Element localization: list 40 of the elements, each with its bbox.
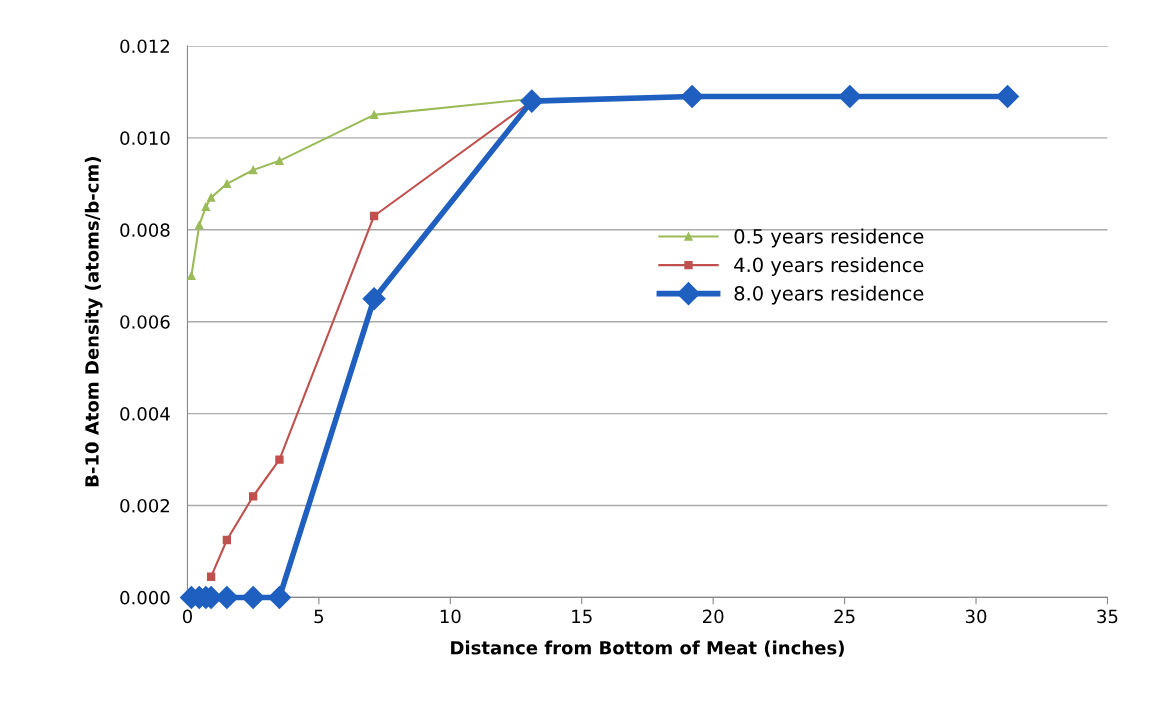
point [996, 85, 1020, 109]
x-tick-label: 35 [1097, 609, 1118, 624]
x-tick-label: 30 [965, 609, 987, 624]
x-tick-label: 15 [572, 609, 592, 624]
point [187, 271, 196, 280]
point [275, 156, 284, 166]
point [369, 211, 379, 221]
legend-label: 4.0 years residence [734, 257, 924, 276]
x-tick-label: 25 [834, 609, 855, 624]
y-axis-title: B-10 Atom Density (atoms/b-cm) [84, 157, 103, 487]
y-tick-label: 0.010 [120, 131, 170, 145]
x-tick-label: 5 [314, 609, 324, 624]
point [201, 202, 211, 211]
point [206, 193, 216, 202]
point [838, 85, 862, 109]
y-tick-label: 0.008 [120, 223, 170, 237]
y-tick-label: 0.002 [120, 498, 169, 513]
point [206, 572, 216, 581]
point [195, 221, 204, 230]
y-tick-label: 0.000 [120, 590, 170, 605]
legend-label: 8.0 years residence [734, 285, 924, 305]
point [267, 585, 291, 609]
point [275, 455, 284, 464]
x-tick-label: 10 [440, 609, 461, 624]
x-tick-label: 20 [703, 609, 724, 624]
point [362, 287, 386, 311]
point [248, 165, 258, 175]
point [241, 585, 265, 609]
point [369, 110, 379, 120]
point [222, 535, 232, 545]
y-tick-label: 0.004 [120, 407, 170, 421]
y-tick-label: 0.012 [120, 39, 169, 54]
x-axis-title: Distance from Bottom of Meat (inches) [451, 640, 844, 657]
point [520, 89, 544, 113]
point [222, 179, 232, 188]
x-tick-label: 0 [182, 609, 192, 624]
legend-label: 0.5 years residence [734, 228, 924, 248]
point [680, 85, 704, 109]
y-tick-label: 0.006 [120, 315, 170, 329]
point [248, 492, 258, 501]
